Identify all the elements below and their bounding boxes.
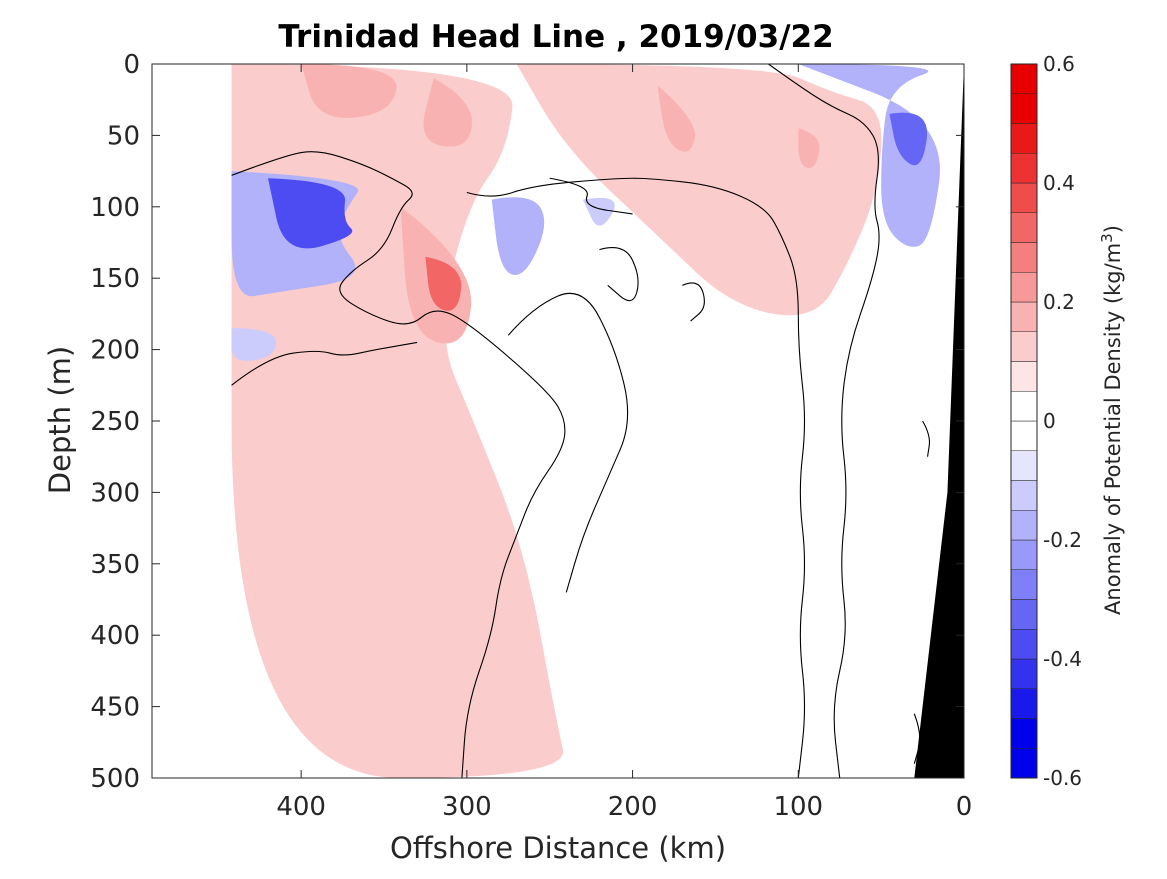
x-tick-label: 400 [276,792,326,822]
colorbar-label-main: Anomaly of Potential Density (kg/m [1101,243,1125,615]
zero-contour-line-7 [768,64,880,778]
colorbar-segment [1010,63,1038,94]
y-tick-label: 500 [90,764,140,794]
colorbar-segment [1010,182,1038,213]
x-tick-label: 0 [956,792,973,822]
colorbar-tick-label: 0.6 [1043,52,1075,76]
anomaly-region-positive-core-375km [301,64,397,118]
zero-contour-line-0 [231,151,566,778]
plot-area [152,64,964,778]
anomaly-region-negative-core-nearshore [889,112,928,166]
anomaly-region-negative-anomaly-215km [582,197,615,226]
colorbar-segment [1010,361,1038,392]
x-tick-label: 300 [442,792,492,822]
y-tick-label: 100 [90,193,140,223]
colorbar-segment [1010,420,1038,451]
colorbar-label-superscript: 3 [1098,233,1116,243]
colorbar-segment [1010,658,1038,689]
colorbar: 0.6 0.4 0.2 0 -0.2 -0.4 -0.6 [1010,52,1082,790]
colorbar-segment [1010,629,1038,660]
zero-contour-line-6 [682,282,705,322]
colorbar-label: Anomaly of Potential Density (kg/m3) [1098,225,1125,615]
colorbar-segment [1010,331,1038,362]
colorbar-tick-label: -0.4 [1043,647,1082,671]
anomaly-region-positive-core-170km [657,85,696,152]
colorbar-segment [1010,391,1038,422]
colorbar-segment [1010,450,1038,481]
anomaly-region-positive-peak-320km [425,256,462,311]
y-tick-label: 450 [90,693,140,723]
colorbar-tick-label: 0.2 [1043,290,1075,314]
y-tick-label: 150 [90,264,140,294]
colorbar-tick-label: 0 [1043,409,1056,433]
anomaly-region-negative-anomaly-270km [491,197,545,276]
x-axis-label: Offshore Distance (km) [390,831,726,865]
zero-contour-line-2 [466,177,806,778]
colorbar-tick-label: 0.4 [1043,171,1075,195]
colorbar-segment [1010,93,1038,124]
colorbar-tick-label: -0.6 [1043,766,1082,790]
colorbar-segment [1010,480,1038,511]
y-tick-label: 300 [90,478,140,508]
x-tick-label: 200 [608,792,658,822]
colorbar-frame [1010,63,1038,779]
plot-content [231,64,964,778]
y-tick-label: 250 [90,407,140,437]
anomaly-region-negative-anomaly-440km-deep [231,328,277,361]
anomaly-region-positive-core-95km [798,128,820,169]
y-tick-label: 200 [90,336,140,366]
chart-title: Trinidad Head Line , 2019/03/22 [278,19,833,55]
colorbar-segment [1010,212,1038,243]
colorbar-segment [1010,718,1038,749]
zero-contour-line-5 [599,247,639,302]
colorbar-segment [1010,153,1038,184]
colorbar-segment [1010,748,1038,779]
colorbar-segment [1010,272,1038,303]
anomaly-region-positive-core-310km [423,78,472,147]
zero-contour-line-8 [922,420,931,457]
colorbar-segment [1010,123,1038,154]
seafloor-land-mask [914,64,964,778]
anomaly-region-positive-anomaly-nearshore [516,64,882,316]
y-tick-label: 400 [90,621,140,651]
colorbar-label-suffix: ) [1101,225,1125,233]
y-tick-label: 350 [90,550,140,580]
axes: 400 300 200 100 0 0 50 100 150 200 250 300 350 400 450… [90,50,972,822]
x-tick-label: 100 [773,792,823,822]
colorbar-segment [1010,539,1038,570]
y-tick-label: 0 [123,50,140,80]
colorbar-segment [1010,242,1038,273]
anomaly-region-negative-core-400km [268,178,353,249]
colorbar-segment [1010,688,1038,719]
anomaly-region-negative-anomaly-nearshore [798,64,940,247]
colorbar-segment [1010,599,1038,630]
colorbar-segment [1010,301,1038,332]
colorbar-segment [1010,510,1038,541]
colorbar-segment [1010,569,1038,600]
zero-contour-line-1 [231,341,418,386]
colorbar-tick-label: -0.2 [1043,528,1082,552]
zero-contour-line-4 [507,292,629,593]
y-axis-label: Depth (m) [43,346,77,494]
zero-contour-line-3 [549,177,633,215]
y-tick-label: 50 [107,121,140,151]
